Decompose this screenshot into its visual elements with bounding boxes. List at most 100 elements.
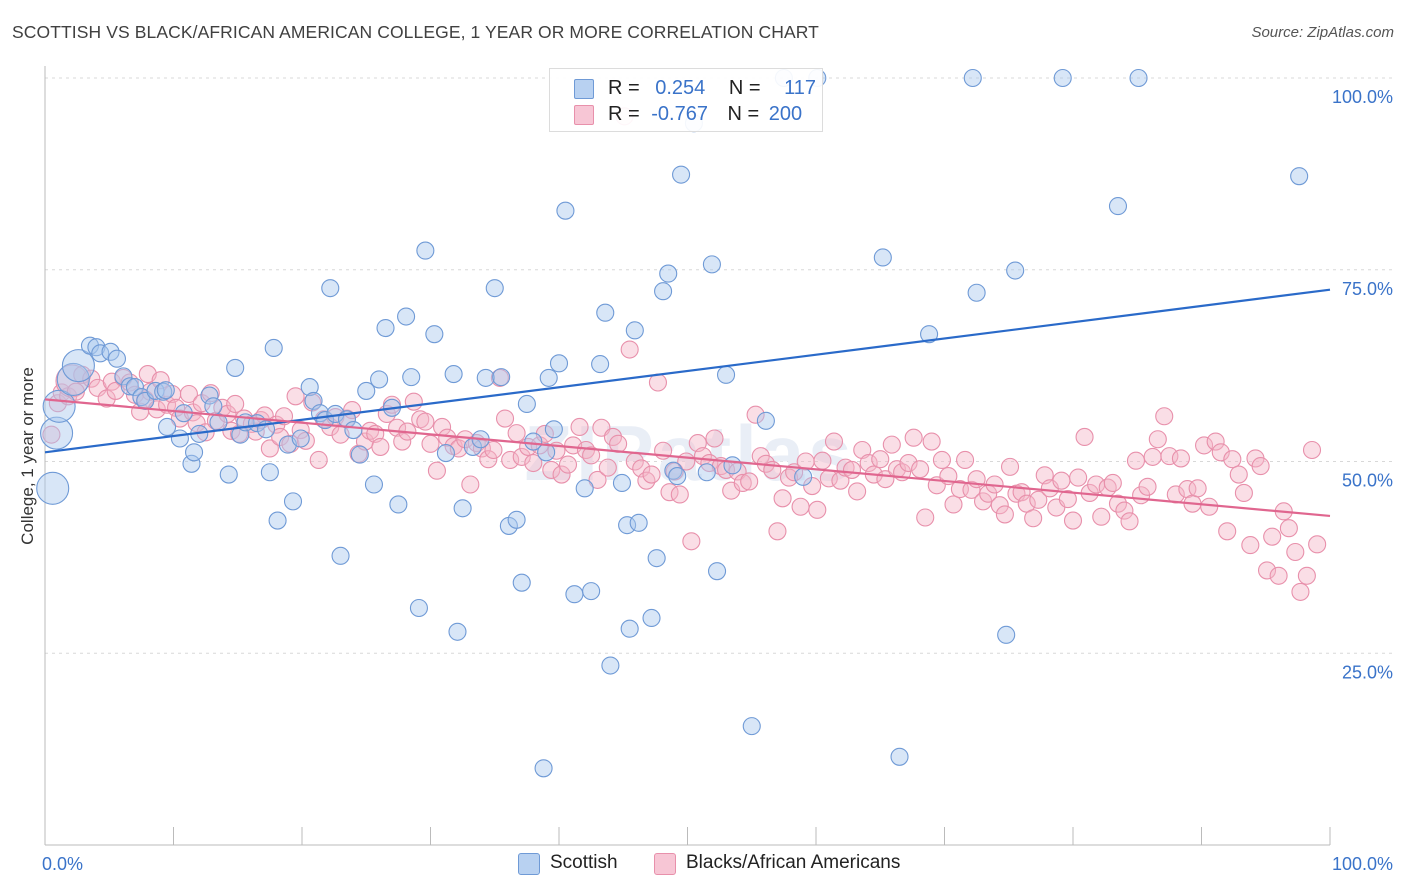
black-point — [524, 453, 543, 473]
black-point — [1069, 468, 1088, 487]
black-point — [1218, 522, 1237, 541]
black-point — [151, 371, 170, 390]
black-point — [904, 428, 923, 447]
scottish-point — [402, 368, 421, 387]
black-point — [916, 508, 935, 527]
scottish-point — [1053, 68, 1072, 88]
scottish-point — [291, 429, 310, 448]
scottish-point — [170, 429, 189, 448]
black-point — [1155, 407, 1174, 426]
scottish-point — [370, 370, 389, 389]
black-point — [911, 460, 930, 479]
scottish-point — [114, 367, 133, 386]
black-legend-swatch — [654, 853, 676, 875]
scottish-point — [416, 241, 435, 260]
scottish-point — [507, 510, 526, 529]
legend-text-black: R = -0.767 N = 200 — [608, 103, 802, 126]
black-point — [1195, 436, 1214, 455]
black-point — [570, 417, 589, 437]
series-layer — [36, 68, 1327, 778]
scottish-point — [344, 421, 363, 440]
black-point — [824, 432, 844, 451]
black-point — [1126, 451, 1146, 470]
black-point — [899, 453, 918, 473]
black-point — [813, 451, 832, 470]
scottish-point — [120, 377, 139, 396]
black-point — [932, 450, 951, 470]
black-point — [642, 465, 661, 484]
black-point — [260, 439, 279, 458]
axes — [44, 66, 1331, 846]
black-point — [1000, 457, 1020, 476]
scottish-point — [350, 445, 369, 464]
legend-n-label: N = — [728, 76, 761, 99]
scottish-point — [107, 349, 127, 368]
scottish-point — [331, 546, 350, 565]
black-point — [1251, 457, 1270, 476]
black-point — [1143, 447, 1162, 466]
black-point — [859, 453, 878, 473]
black-point — [1308, 535, 1327, 554]
black-point — [507, 424, 526, 443]
scottish-point — [80, 336, 100, 355]
black-point — [461, 475, 480, 494]
scottish-legend-swatch — [518, 853, 540, 875]
black-point — [1115, 501, 1134, 520]
source-label: Source: ZipAtlas.com — [1251, 24, 1394, 41]
scottish-point — [42, 389, 76, 423]
black-point — [995, 505, 1014, 524]
series-scottish — [36, 68, 1309, 778]
scottish-point — [200, 386, 219, 405]
black-point — [371, 437, 390, 456]
scottish-point — [425, 325, 444, 344]
black-point — [484, 440, 503, 460]
black-swatch — [574, 105, 594, 125]
black-point — [1269, 566, 1288, 585]
black-point — [1138, 477, 1157, 496]
scottish-point — [794, 467, 813, 486]
black-point — [1279, 519, 1298, 538]
scottish-point — [672, 165, 691, 184]
black-point — [1160, 447, 1179, 466]
scottish-point — [219, 465, 238, 484]
black-point — [495, 409, 515, 428]
scottish-point — [582, 582, 601, 601]
scottish-point — [575, 479, 594, 498]
y-tick-label: 25.0% — [1342, 662, 1393, 682]
scottish-point — [549, 354, 569, 373]
black-point — [871, 450, 890, 469]
black-point — [48, 394, 67, 413]
y-axis-title: College, 1 year or more — [18, 367, 37, 545]
scottish-point — [517, 394, 536, 414]
scottish-point — [565, 585, 584, 604]
scottish-trend-line — [44, 288, 1331, 454]
black-point — [990, 496, 1009, 515]
black-point — [393, 432, 412, 451]
scottish-point — [264, 338, 283, 358]
black-point — [501, 450, 520, 470]
black-point — [1075, 427, 1094, 447]
black-point — [82, 369, 101, 388]
scottish-point — [283, 492, 303, 511]
scottish-point — [226, 358, 245, 377]
black-point — [542, 460, 561, 479]
black-point — [1052, 471, 1071, 490]
black-point — [1291, 582, 1310, 601]
black-point — [808, 500, 827, 519]
black-point — [588, 470, 607, 489]
black-point — [1120, 512, 1139, 531]
scottish-point — [268, 511, 287, 530]
scottish-point — [389, 495, 408, 514]
black-point — [226, 394, 245, 414]
scottish-point — [920, 325, 939, 344]
black-point — [1029, 490, 1048, 509]
black-point — [1257, 561, 1277, 580]
black-point — [309, 450, 328, 470]
black-point — [773, 489, 792, 508]
black-point — [1223, 450, 1242, 469]
black-point — [670, 485, 689, 504]
scottish-point — [158, 417, 177, 437]
legend-box: R = 0.254 N = 117 R = -0.767 N = 200 — [549, 68, 823, 132]
scottish-point — [591, 355, 610, 374]
